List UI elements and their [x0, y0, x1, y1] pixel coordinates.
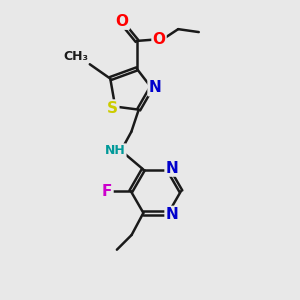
- Text: CH₃: CH₃: [63, 50, 88, 63]
- Text: F: F: [102, 184, 112, 199]
- Text: O: O: [152, 32, 166, 47]
- Text: N: N: [166, 160, 178, 175]
- Text: N: N: [166, 207, 178, 222]
- Text: S: S: [107, 100, 118, 116]
- Text: NH: NH: [105, 144, 125, 158]
- Text: O: O: [116, 14, 129, 29]
- Text: N: N: [148, 80, 161, 95]
